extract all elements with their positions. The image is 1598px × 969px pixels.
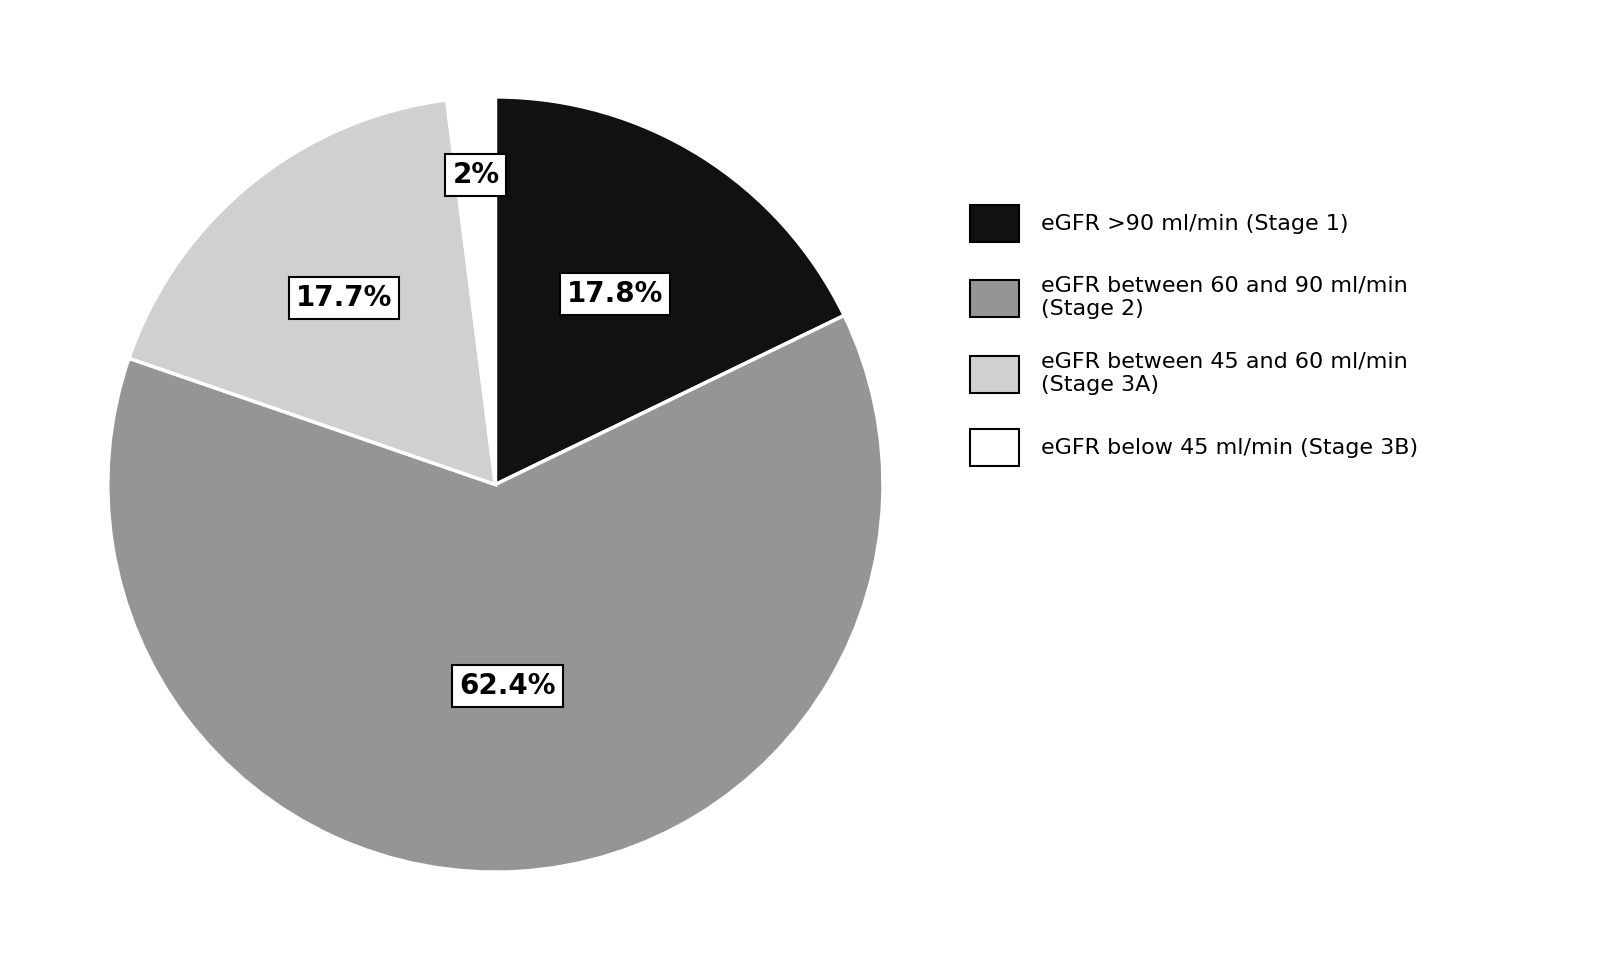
Text: 62.4%: 62.4% — [459, 672, 556, 700]
Wedge shape — [129, 100, 495, 484]
Text: 17.8%: 17.8% — [567, 280, 663, 308]
Wedge shape — [447, 97, 495, 484]
Wedge shape — [495, 97, 844, 484]
Text: 2%: 2% — [452, 161, 500, 189]
Text: 17.7%: 17.7% — [296, 284, 392, 312]
Wedge shape — [107, 316, 884, 872]
Legend: eGFR >90 ml/min (Stage 1), eGFR between 60 and 90 ml/min
(Stage 2), eGFR between: eGFR >90 ml/min (Stage 1), eGFR between … — [970, 204, 1417, 466]
